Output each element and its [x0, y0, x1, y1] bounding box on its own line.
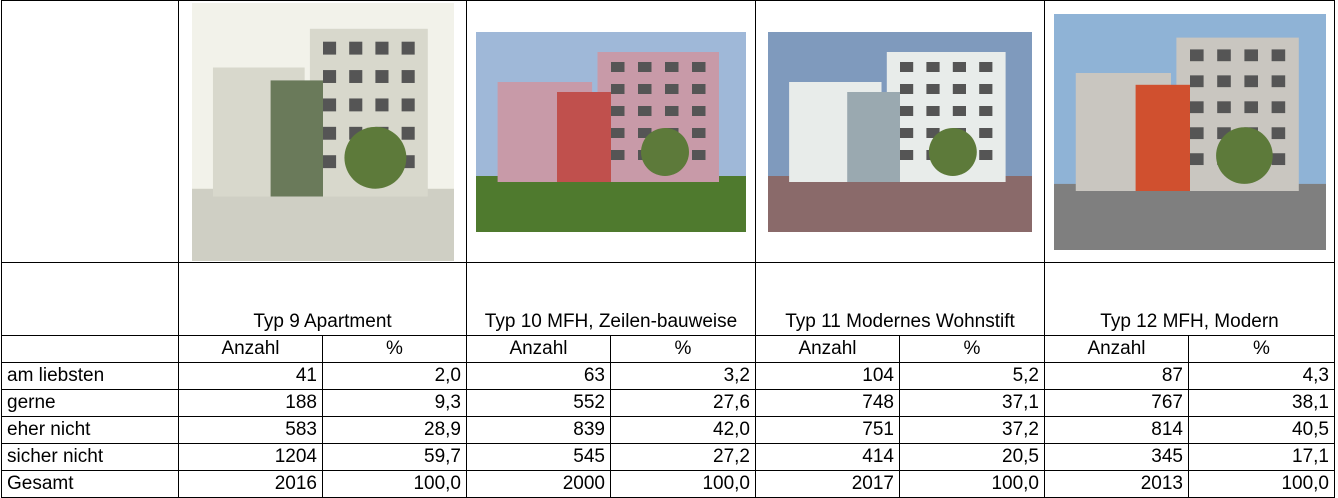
cell: 27,6 — [611, 390, 756, 417]
cell: 345 — [1045, 444, 1189, 471]
row-label: sicher nicht — [2, 444, 179, 471]
building-photo — [192, 3, 454, 261]
cell: 414 — [756, 444, 900, 471]
cell: 2013 — [1045, 471, 1189, 498]
cell: 2016 — [179, 471, 323, 498]
subheader: Anzahl — [756, 336, 900, 363]
cell: 4,3 — [1189, 363, 1335, 390]
cell: 28,9 — [323, 417, 467, 444]
subheader-row: Anzahl%Anzahl%Anzahl%Anzahl% — [2, 336, 1335, 363]
cell: 87 — [1045, 363, 1189, 390]
cell: 104 — [756, 363, 900, 390]
empty-cell — [2, 263, 179, 336]
cell: 545 — [467, 444, 611, 471]
cell: 5,2 — [900, 363, 1045, 390]
cell: 748 — [756, 390, 900, 417]
cell: 100,0 — [1189, 471, 1335, 498]
subheader: Anzahl — [179, 336, 323, 363]
row-label: gerne — [2, 390, 179, 417]
cell: 42,0 — [611, 417, 756, 444]
row-label: Gesamt — [2, 471, 179, 498]
cell: 100,0 — [900, 471, 1045, 498]
type-label: Typ 9 Apartment — [179, 263, 467, 336]
cell: 41 — [179, 363, 323, 390]
survey-table: Typ 9 ApartmentTyp 10 MFH, Zeilen-bauwei… — [1, 0, 1335, 498]
cell: 40,5 — [1189, 417, 1335, 444]
cell: 37,1 — [900, 390, 1045, 417]
subheader: % — [900, 336, 1045, 363]
row-label: am liebsten — [2, 363, 179, 390]
image-cell — [467, 1, 756, 263]
subheader: % — [1189, 336, 1335, 363]
image-row — [2, 1, 1335, 263]
cell: 3,2 — [611, 363, 756, 390]
empty-cell — [2, 336, 179, 363]
image-cell — [179, 1, 467, 263]
subheader: Anzahl — [1045, 336, 1189, 363]
cell: 751 — [756, 417, 900, 444]
cell: 63 — [467, 363, 611, 390]
image-cell — [1045, 1, 1335, 263]
cell: 814 — [1045, 417, 1189, 444]
type-label: Typ 10 MFH, Zeilen-bauweise — [467, 263, 756, 336]
page: {"table": { "columns": [ {"title": "Typ … — [0, 0, 1338, 495]
building-photo — [1054, 14, 1326, 250]
row-label: eher nicht — [2, 417, 179, 444]
building-photo — [476, 32, 746, 232]
subheader: % — [611, 336, 756, 363]
type-label: Typ 11 Modernes Wohnstift — [756, 263, 1045, 336]
cell: 2017 — [756, 471, 900, 498]
type-label: Typ 12 MFH, Modern — [1045, 263, 1335, 336]
cell: 767 — [1045, 390, 1189, 417]
cell: 9,3 — [323, 390, 467, 417]
cell: 583 — [179, 417, 323, 444]
cell: 2000 — [467, 471, 611, 498]
cell: 2,0 — [323, 363, 467, 390]
cell: 38,1 — [1189, 390, 1335, 417]
subheader: Anzahl — [467, 336, 611, 363]
cell: 100,0 — [611, 471, 756, 498]
cell: 20,5 — [900, 444, 1045, 471]
cell: 27,2 — [611, 444, 756, 471]
building-photo — [768, 32, 1032, 232]
cell: 188 — [179, 390, 323, 417]
cell: 1204 — [179, 444, 323, 471]
cell: 100,0 — [323, 471, 467, 498]
image-cell — [756, 1, 1045, 263]
empty-cell — [2, 1, 179, 263]
cell: 59,7 — [323, 444, 467, 471]
cell: 37,2 — [900, 417, 1045, 444]
subheader: % — [323, 336, 467, 363]
cell: 17,1 — [1189, 444, 1335, 471]
cell: 552 — [467, 390, 611, 417]
cell: 839 — [467, 417, 611, 444]
